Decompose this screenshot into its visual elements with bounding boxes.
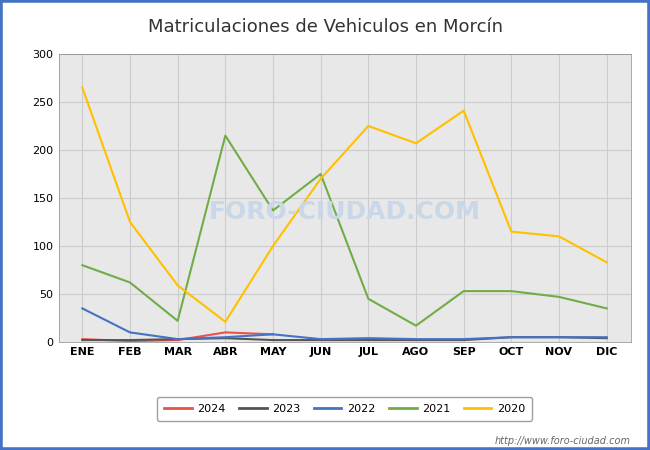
Text: FORO-CIUDAD.COM: FORO-CIUDAD.COM bbox=[209, 200, 480, 225]
2021 bbox=[126, 280, 134, 285]
2022 bbox=[555, 334, 563, 340]
Legend: 2024, 2023, 2022, 2021, 2020: 2024, 2023, 2022, 2021, 2020 bbox=[157, 396, 532, 421]
2023 bbox=[126, 338, 134, 343]
Line: 2023: 2023 bbox=[83, 337, 606, 340]
2023 bbox=[508, 334, 515, 340]
2023 bbox=[460, 338, 467, 343]
Line: 2020: 2020 bbox=[83, 88, 606, 322]
2024 bbox=[79, 337, 86, 342]
2020 bbox=[317, 176, 324, 181]
2021 bbox=[174, 318, 181, 324]
2020 bbox=[79, 85, 86, 90]
2022 bbox=[365, 335, 372, 341]
2021 bbox=[269, 208, 277, 213]
2020 bbox=[412, 140, 420, 146]
2023 bbox=[269, 338, 277, 343]
2024 bbox=[269, 332, 277, 337]
2020 bbox=[222, 319, 229, 324]
2022 bbox=[317, 337, 324, 342]
Line: 2021: 2021 bbox=[83, 135, 606, 326]
2023 bbox=[412, 338, 420, 343]
2021 bbox=[317, 171, 324, 177]
2022 bbox=[603, 334, 610, 340]
2020 bbox=[460, 108, 467, 113]
2020 bbox=[365, 123, 372, 129]
2023 bbox=[79, 338, 86, 343]
2021 bbox=[508, 288, 515, 294]
2024 bbox=[126, 338, 134, 344]
2023 bbox=[365, 338, 372, 343]
2021 bbox=[555, 294, 563, 300]
2021 bbox=[79, 262, 86, 268]
2022 bbox=[174, 337, 181, 342]
2021 bbox=[460, 288, 467, 294]
Text: http://www.foro-ciudad.com: http://www.foro-ciudad.com bbox=[495, 436, 630, 446]
2022 bbox=[222, 334, 229, 340]
Line: 2022: 2022 bbox=[83, 308, 606, 339]
Line: 2024: 2024 bbox=[83, 333, 273, 341]
2021 bbox=[603, 306, 610, 311]
2020 bbox=[126, 219, 134, 225]
2022 bbox=[460, 337, 467, 342]
2024 bbox=[174, 338, 181, 343]
2020 bbox=[555, 234, 563, 239]
2024 bbox=[222, 330, 229, 335]
2022 bbox=[79, 306, 86, 311]
Text: Matriculaciones de Vehiculos en Morcín: Matriculaciones de Vehiculos en Morcín bbox=[148, 18, 502, 36]
2021 bbox=[365, 296, 372, 302]
2020 bbox=[508, 229, 515, 234]
2021 bbox=[412, 323, 420, 328]
2020 bbox=[603, 260, 610, 265]
2023 bbox=[555, 334, 563, 340]
2023 bbox=[317, 338, 324, 343]
2023 bbox=[603, 335, 610, 341]
2020 bbox=[269, 243, 277, 249]
2022 bbox=[508, 334, 515, 340]
2022 bbox=[126, 330, 134, 335]
2022 bbox=[269, 332, 277, 337]
2020 bbox=[174, 283, 181, 288]
2023 bbox=[174, 337, 181, 342]
2021 bbox=[222, 133, 229, 138]
2022 bbox=[412, 337, 420, 342]
2023 bbox=[222, 335, 229, 341]
